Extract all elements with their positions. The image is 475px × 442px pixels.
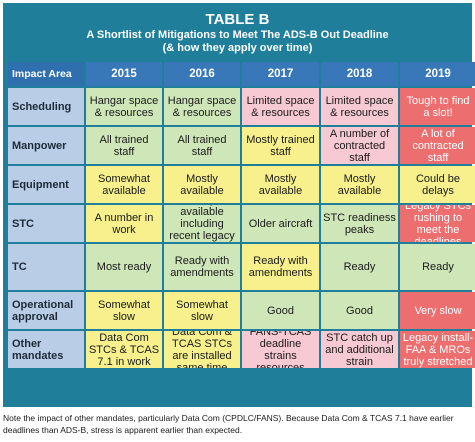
caption: Note the impact of other mandates, parti… bbox=[3, 413, 454, 423]
cell-stc-2017: Older aircraft bbox=[242, 205, 319, 242]
cell-other-mandates-2017: FANS-TCAS deadline strains resources bbox=[242, 331, 319, 368]
cell-operational-approval-2017: Good bbox=[242, 292, 319, 329]
cell-scheduling-2016: Hangar space & resources bbox=[164, 88, 240, 125]
header-year-2018: 2018 bbox=[321, 62, 398, 86]
table-subtitle: A Shortlist of Mitigations to Meet The A… bbox=[86, 29, 389, 41]
cell-scheduling-2017: Limited space & resources bbox=[242, 88, 319, 125]
cell-other-mandates-2019: Legacy install-FAA & MROs truly stretche… bbox=[400, 331, 475, 368]
cell-equipment-2015: Somewhat available bbox=[86, 166, 162, 203]
cell-stc-2019: Legacy STCs rushing to meet the deadline… bbox=[400, 205, 475, 242]
header-year-2019: 2019 bbox=[400, 62, 475, 86]
row-label-operational-approval: Operational approval bbox=[8, 292, 84, 329]
mitigation-table: Impact Area 2015 2016 2017 2018 2019 Schedulin… bbox=[8, 62, 475, 404]
cell-equipment-2017: Mostly available bbox=[242, 166, 319, 203]
header-year-2017: 2017 bbox=[242, 62, 319, 86]
table-subtitle-note: (& how they apply over time) bbox=[162, 42, 313, 54]
cell-scheduling-2018: Limited space & resources bbox=[321, 88, 398, 125]
row-label-other-mandates: Other mandates bbox=[8, 331, 84, 368]
header-impact-area: Impact Area bbox=[8, 62, 84, 86]
header-year-2015: 2015 bbox=[86, 62, 162, 86]
cell-tc-2015: Most ready bbox=[86, 244, 162, 290]
row-label-tc: TC bbox=[8, 244, 84, 290]
row-label-stc: STC bbox=[8, 205, 84, 242]
cell-operational-approval-2018: Good bbox=[321, 292, 398, 329]
cell-other-mandates-2018: STC catch up and additional strain bbox=[321, 331, 398, 368]
caption-continued: deadlines than ADS-B, stress is apparent… bbox=[3, 425, 243, 435]
header-year-2016: 2016 bbox=[164, 62, 240, 86]
cell-other-mandates-2015: Data Com STCs & TCAS 7.1 in work bbox=[86, 331, 162, 368]
cell-stc-2018: STC readiness peaks bbox=[321, 205, 398, 242]
cell-operational-approval-2016: Somewhat slow bbox=[164, 292, 240, 329]
cell-stc-2016: Many available including recent legacy a… bbox=[164, 205, 240, 242]
cell-equipment-2018: Mostly available bbox=[321, 166, 398, 203]
cell-stc-2015: A number in work bbox=[86, 205, 162, 242]
cell-operational-approval-2015: Somewhat slow bbox=[86, 292, 162, 329]
row-label-scheduling: Scheduling bbox=[8, 88, 84, 125]
cell-manpower-2018: A number of contracted staff bbox=[321, 127, 398, 164]
row-label-manpower: Manpower bbox=[8, 127, 84, 164]
row-label-equipment: Equipment bbox=[8, 166, 84, 203]
table-panel: TABLE B A Shortlist of Mitigations to Me… bbox=[3, 3, 475, 407]
cell-tc-2018: Ready bbox=[321, 244, 398, 290]
cell-manpower-2016: All trained staff bbox=[164, 127, 240, 164]
cell-tc-2017: Ready with amendments bbox=[242, 244, 319, 290]
cell-tc-2019: Ready bbox=[400, 244, 475, 290]
cell-equipment-2016: Mostly available bbox=[164, 166, 240, 203]
cell-manpower-2019: A lot of contracted staff bbox=[400, 127, 475, 164]
cell-equipment-2019: Could be delays bbox=[400, 166, 475, 203]
cell-operational-approval-2019: Very slow bbox=[400, 292, 475, 329]
table-title: TABLE B bbox=[205, 11, 270, 28]
cell-scheduling-2019: Tough to find a slot! bbox=[400, 88, 475, 125]
cell-manpower-2015: All trained staff bbox=[86, 127, 162, 164]
cell-tc-2016: Ready with amendments bbox=[164, 244, 240, 290]
cell-other-mandates-2016: Data Com & TCAS STCs are installed same … bbox=[164, 331, 240, 368]
cell-scheduling-2015: Hangar space & resources bbox=[86, 88, 162, 125]
cell-manpower-2017: Mostly trained staff bbox=[242, 127, 319, 164]
